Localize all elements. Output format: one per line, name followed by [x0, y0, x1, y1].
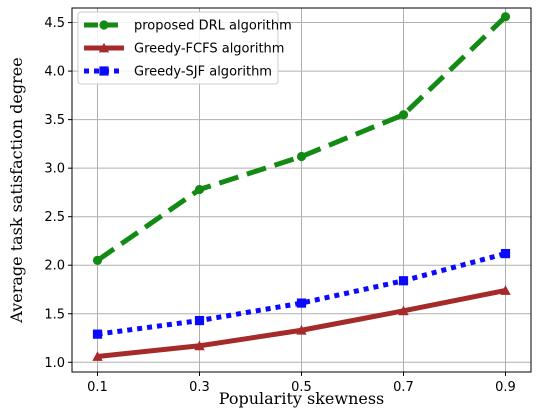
series-2 [92, 285, 511, 361]
data-point [398, 276, 409, 286]
legend-label: proposed DRL algorithm [134, 19, 292, 34]
x-tick-label: 0.7 [393, 380, 414, 395]
data-point [398, 305, 409, 316]
data-point [194, 184, 205, 195]
legend-label: Greedy-SJF algorithm [134, 65, 272, 80]
y-tick-label: 2.5 [44, 210, 65, 225]
data-point [194, 315, 205, 326]
data-point [398, 110, 409, 120]
x-tick-label: 0.1 [87, 380, 108, 395]
data-point [500, 285, 511, 295]
series-layer [92, 12, 511, 361]
y-tick-label: 3.0 [44, 162, 65, 177]
data-point [296, 298, 307, 308]
x-axis-title: Popularity skewness [219, 389, 385, 408]
x-tick-label: 0.3 [189, 380, 210, 395]
y-tick-label: 3.5 [44, 113, 65, 128]
data-point [296, 325, 307, 335]
data-point [92, 255, 103, 265]
y-tick-label: 4.0 [44, 65, 65, 80]
legend-swatch-marker [98, 42, 110, 53]
y-tick-label: 4.5 [44, 16, 65, 31]
series-line [96, 14, 508, 263]
series-3 [92, 248, 511, 339]
y-tick-label: 2.0 [44, 259, 65, 274]
data-point [296, 151, 307, 162]
data-point [500, 248, 511, 259]
series-1 [92, 12, 511, 265]
data-point [92, 351, 103, 361]
data-point [500, 12, 511, 22]
x-tick-label: 0.5 [291, 380, 312, 395]
legend-swatch-marker [99, 20, 109, 30]
data-point [92, 329, 103, 339]
y-tick-label: 1.0 [44, 356, 65, 371]
legend-label: Greedy-FCFS algorithm [134, 42, 284, 57]
legend: proposed DRL algorithm Greedy-FCFS algori… [77, 11, 292, 85]
legend-box [77, 11, 279, 85]
legend-swatch-marker [99, 66, 109, 76]
axis-ticks: 0.1 0.3 0.5 0.7 0.9 1.0 1.5 2.0 2.5 3.0 3.5 4.0 4.5 [44, 16, 516, 395]
x-tick-label: 0.9 [495, 380, 516, 395]
y-axis-title: Average task satisfaction degree [7, 57, 26, 323]
y-tick-label: 1.5 [44, 307, 65, 322]
data-point [194, 340, 205, 351]
